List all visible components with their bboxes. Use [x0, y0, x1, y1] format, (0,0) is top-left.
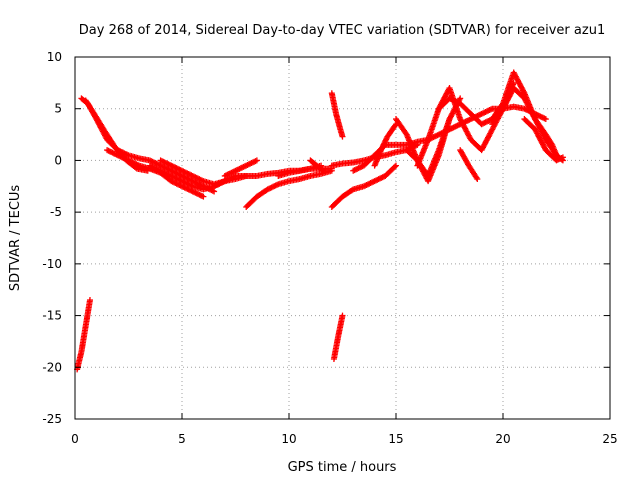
data-track: [457, 147, 481, 183]
x-tick-label: 15: [388, 432, 403, 446]
x-tick-label: 10: [281, 432, 296, 446]
data-point: [319, 166, 326, 173]
data-point: [253, 157, 260, 164]
chart-title: Day 268 of 2014, Sidereal Day-to-day VTE…: [79, 23, 605, 38]
data-point: [473, 174, 480, 181]
data-track: [489, 85, 566, 164]
data-point: [211, 188, 218, 195]
data-marks: [74, 69, 566, 373]
data-point: [457, 95, 464, 102]
y-tick-label: 5: [54, 102, 62, 116]
y-tick-labels: 10 5 0 -5 -10 -15 -20 -25: [42, 50, 62, 426]
data-point: [542, 116, 549, 123]
y-tick-label: 10: [47, 50, 62, 64]
data-point: [339, 133, 346, 140]
data-track: [221, 157, 260, 179]
axis-ticks: [74, 56, 611, 420]
data-point: [391, 163, 398, 170]
data-track: [371, 121, 399, 169]
x-tick-labels: 0 5 10 15 20 25: [71, 432, 617, 446]
data-point: [393, 162, 399, 169]
y-tick-label: -10: [42, 257, 62, 271]
data-point: [328, 167, 335, 174]
data-point: [200, 193, 207, 200]
y-tick-label: -25: [42, 412, 62, 426]
x-tick-label: 5: [178, 432, 186, 446]
data-track: [74, 297, 93, 373]
x-tick-label: 25: [602, 432, 617, 446]
x-tick-label: 20: [495, 432, 510, 446]
y-tick-label: 0: [54, 153, 62, 167]
data-point: [86, 297, 93, 304]
data-track: [328, 90, 346, 140]
y-tick-label: -5: [50, 205, 62, 219]
data-point: [349, 187, 356, 194]
data-point: [320, 167, 327, 174]
y-tick-label: -20: [42, 360, 62, 374]
data-point: [446, 116, 453, 123]
y-tick-label: -15: [42, 309, 62, 323]
data-track: [307, 157, 327, 174]
data-track: [243, 167, 335, 210]
x-axis-title: GPS time / hours: [288, 460, 397, 475]
data-track: [82, 97, 151, 174]
x-tick-label: 0: [71, 432, 79, 446]
data-point: [392, 122, 399, 129]
plot-frame: [74, 56, 611, 420]
y-axis-title: SDTVAR / TECUs: [8, 185, 23, 292]
data-point: [559, 154, 566, 161]
data-track: [521, 116, 566, 164]
data-track: [328, 162, 399, 210]
data-track: [330, 312, 346, 363]
data-point: [474, 176, 481, 183]
data-point: [339, 312, 346, 319]
